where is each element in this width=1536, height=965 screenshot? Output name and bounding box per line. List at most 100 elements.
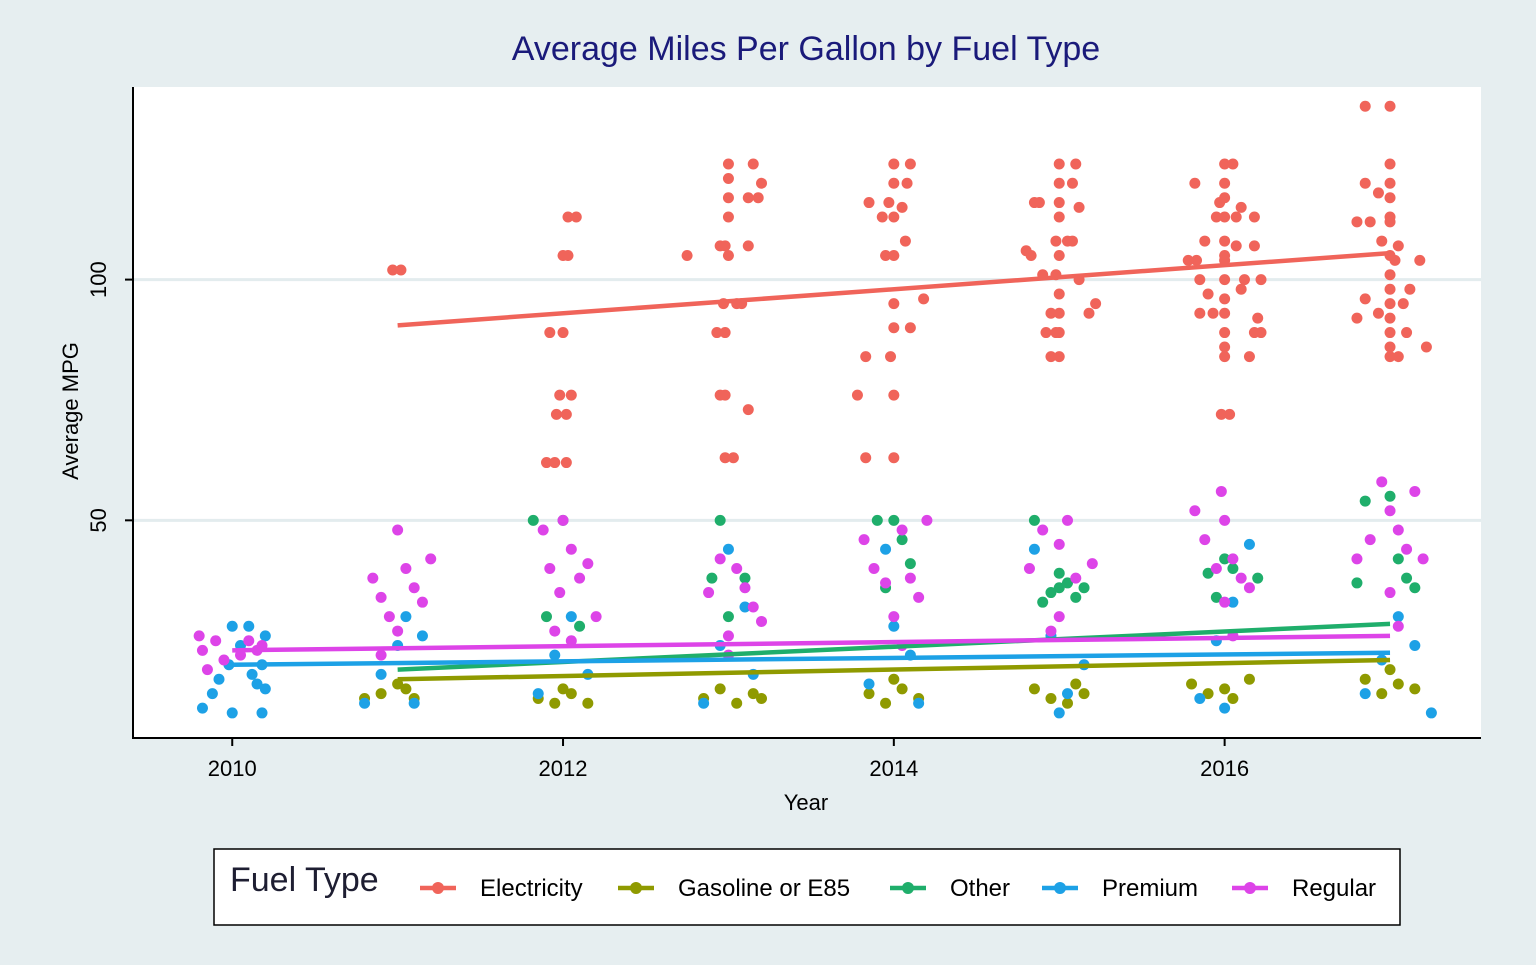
data-point-electricity xyxy=(888,298,900,310)
data-point-gasoline-or-e85 xyxy=(714,683,726,695)
data-point-gasoline-or-e85 xyxy=(1227,692,1239,704)
x-tick-label: 2016 xyxy=(1200,756,1249,781)
data-point-electricity xyxy=(1359,293,1371,305)
data-point-regular xyxy=(383,611,395,623)
data-point-premium xyxy=(532,688,544,700)
data-point-regular xyxy=(544,562,556,574)
data-point-electricity xyxy=(1033,197,1045,209)
data-point-electricity xyxy=(1219,293,1231,305)
y-tick-label: 100 xyxy=(86,261,111,298)
data-point-regular xyxy=(904,572,916,584)
data-point-electricity xyxy=(719,452,731,464)
legend-swatch-dot xyxy=(432,882,444,894)
data-point-gasoline-or-e85 xyxy=(400,683,412,695)
data-point-premium xyxy=(1053,707,1065,719)
data-point-electricity xyxy=(557,327,569,339)
data-point-premium xyxy=(1359,688,1371,700)
data-point-regular xyxy=(408,582,420,594)
data-point-electricity xyxy=(1384,211,1396,223)
data-point-premium xyxy=(913,697,925,709)
data-point-electricity xyxy=(851,389,863,401)
data-point-regular xyxy=(1417,553,1429,565)
data-point-electricity xyxy=(554,389,566,401)
data-point-gasoline-or-e85 xyxy=(549,697,561,709)
data-point-electricity xyxy=(756,177,768,189)
data-point-regular xyxy=(1219,514,1231,526)
data-point-electricity xyxy=(1230,240,1242,252)
data-point-gasoline-or-e85 xyxy=(1070,678,1082,690)
y-tick-label: 50 xyxy=(86,508,111,532)
trend-lines xyxy=(232,250,1391,682)
data-point-electricity xyxy=(1189,177,1201,189)
data-point-electricity xyxy=(860,351,872,363)
data-point-electricity xyxy=(1384,312,1396,324)
data-point-electricity xyxy=(1053,197,1065,209)
data-point-other xyxy=(1219,553,1231,565)
data-point-electricity xyxy=(1199,235,1211,247)
trend-line-regular xyxy=(232,633,1391,653)
data-point-premium xyxy=(863,678,875,690)
data-point-regular xyxy=(1086,558,1098,570)
data-point-gasoline-or-e85 xyxy=(1078,688,1090,700)
data-point-other xyxy=(714,514,726,526)
data-point-electricity xyxy=(1053,351,1065,363)
data-point-regular xyxy=(554,587,566,599)
data-point-electricity xyxy=(1219,327,1231,339)
data-point-electricity xyxy=(1053,307,1065,319)
data-point-gasoline-or-e85 xyxy=(888,673,900,685)
data-point-electricity xyxy=(1090,298,1102,310)
data-point-electricity xyxy=(1210,211,1222,223)
legend-swatch-dot xyxy=(1054,882,1066,894)
data-point-electricity xyxy=(904,158,916,170)
data-point-regular xyxy=(1210,562,1222,574)
data-point-regular xyxy=(1199,534,1211,546)
data-point-other xyxy=(1070,591,1082,603)
data-point-regular xyxy=(1376,476,1388,488)
data-point-premium xyxy=(246,668,258,680)
data-point-regular xyxy=(400,562,412,574)
data-point-other xyxy=(1392,553,1404,565)
data-point-electricity xyxy=(722,172,734,184)
data-point-electricity xyxy=(901,177,913,189)
data-point-regular xyxy=(1189,505,1201,517)
legend-items: Electricity Gasoline or E85 Other Premium Re… xyxy=(420,875,1376,902)
data-point-electricity xyxy=(896,201,908,213)
data-point-electricity xyxy=(1384,100,1396,112)
data-point-electricity xyxy=(387,264,399,276)
legend-swatch-dot xyxy=(902,882,914,894)
data-point-other xyxy=(1028,514,1040,526)
data-point-gasoline-or-e85 xyxy=(756,692,768,704)
legend-label: Other xyxy=(950,875,1010,902)
data-point-electricity xyxy=(1053,158,1065,170)
data-point-regular xyxy=(1037,524,1049,536)
data-point-regular xyxy=(756,615,768,627)
data-point-other xyxy=(1037,596,1049,608)
legend-item-other: Other xyxy=(890,875,1010,902)
x-tick-label: 2012 xyxy=(539,756,588,781)
data-point-premium xyxy=(739,601,751,613)
trend-line-gasoline-or-e85 xyxy=(397,657,1391,682)
data-point-regular xyxy=(210,635,222,647)
legend-box xyxy=(213,848,1401,926)
x-tick-label: 2014 xyxy=(869,756,918,781)
data-point-premium xyxy=(243,620,255,632)
data-point-electricity xyxy=(1392,351,1404,363)
data-point-other xyxy=(1062,577,1074,589)
data-point-electricity xyxy=(888,250,900,262)
data-point-electricity xyxy=(1053,250,1065,262)
data-point-electricity xyxy=(562,250,574,262)
data-point-regular xyxy=(722,630,734,642)
data-point-other xyxy=(1252,572,1264,584)
data-point-electricity xyxy=(1252,312,1264,324)
data-point-gasoline-or-e85 xyxy=(896,683,908,695)
data-point-electricity xyxy=(722,158,734,170)
data-point-gasoline-or-e85 xyxy=(1045,692,1057,704)
data-point-gasoline-or-e85 xyxy=(1359,673,1371,685)
data-point-regular xyxy=(913,591,925,603)
data-point-other xyxy=(1045,587,1057,599)
data-point-gasoline-or-e85 xyxy=(1384,664,1396,676)
data-point-electricity xyxy=(888,452,900,464)
data-point-other xyxy=(871,514,883,526)
data-point-electricity xyxy=(1243,351,1255,363)
data-point-electricity xyxy=(1219,274,1231,286)
